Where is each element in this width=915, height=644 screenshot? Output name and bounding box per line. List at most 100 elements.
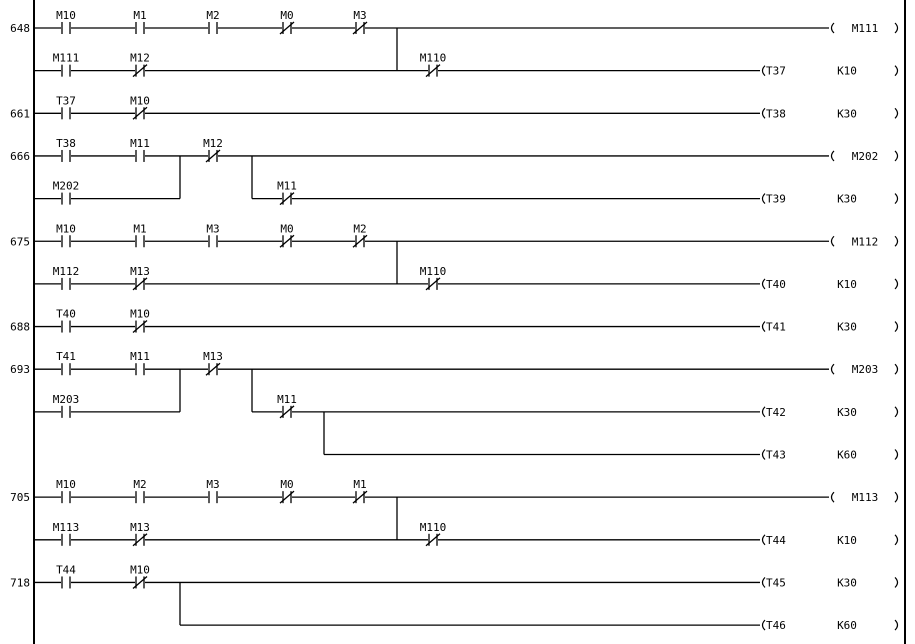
timer-preset: K30 — [837, 193, 857, 206]
output-coil-label: M111 — [852, 22, 879, 35]
timer-coil-label: T46 — [766, 619, 786, 632]
nc-slash — [132, 533, 148, 547]
nc-slash — [425, 533, 441, 547]
nc-slash — [205, 362, 221, 376]
nc-slash — [279, 405, 295, 419]
coil-close-bracket — [894, 449, 899, 460]
coil-close-bracket — [894, 321, 899, 332]
contact-label: M2 — [206, 9, 219, 22]
output-coil-label: M113 — [852, 491, 879, 504]
coil-open-bracket — [830, 235, 835, 247]
timer-open-bracket — [761, 65, 766, 77]
nc-slash — [425, 64, 441, 78]
timer-preset: K30 — [837, 107, 857, 120]
nc-slash — [279, 490, 295, 504]
contact-label: M1 — [133, 222, 146, 235]
timer-preset: K60 — [837, 449, 857, 462]
coil-close-bracket — [894, 363, 899, 375]
coil-open-bracket — [830, 22, 835, 34]
contact-label: M3 — [206, 478, 219, 491]
contact-label: T37 — [56, 94, 76, 107]
step-number: 666 — [10, 150, 30, 163]
timer-open-bracket — [761, 534, 766, 546]
nc-slash — [352, 234, 368, 248]
timer-coil-label: T38 — [766, 107, 786, 120]
contact-label: M0 — [280, 9, 293, 22]
contact-label: M0 — [280, 478, 293, 491]
contact-label: M0 — [280, 222, 293, 235]
nc-slash — [352, 490, 368, 504]
nc-slash — [205, 149, 221, 163]
timer-preset: K60 — [837, 619, 857, 632]
nc-slash — [279, 21, 295, 35]
step-number: 693 — [10, 363, 30, 376]
timer-coil-label: T41 — [766, 321, 786, 334]
step-number: 705 — [10, 491, 30, 504]
timer-open-bracket — [761, 193, 766, 205]
coil-close-bracket — [894, 577, 899, 588]
contact-label: M11 — [277, 393, 297, 406]
step-number: 675 — [10, 235, 30, 248]
nc-slash — [132, 320, 148, 334]
timer-open-bracket — [761, 449, 766, 460]
coil-close-bracket — [894, 107, 899, 119]
output-coil-label: M203 — [852, 363, 879, 376]
timer-coil-label: T40 — [766, 278, 786, 291]
coil-close-bracket — [894, 619, 899, 631]
timer-coil-label: T42 — [766, 406, 786, 419]
nc-slash — [279, 192, 295, 206]
output-coil-label: M202 — [852, 150, 879, 163]
timer-open-bracket — [761, 619, 766, 631]
nc-slash — [132, 106, 148, 120]
nc-slash — [352, 21, 368, 35]
contact-label: T40 — [56, 308, 76, 321]
coil-close-bracket — [894, 150, 899, 162]
contact-label: M113 — [53, 521, 80, 534]
contact-label: M110 — [420, 521, 447, 534]
timer-coil-label: T39 — [766, 193, 786, 206]
contact-label: M3 — [206, 222, 219, 235]
contact-label: M11 — [130, 137, 150, 150]
coil-close-bracket — [894, 235, 899, 247]
coil-open-bracket — [830, 150, 835, 162]
coil-open-bracket — [830, 363, 835, 375]
contact-label: M12 — [130, 52, 150, 65]
coil-close-bracket — [894, 65, 899, 77]
contact-label: M12 — [203, 137, 223, 150]
contact-label: M10 — [130, 94, 150, 107]
timer-open-bracket — [761, 107, 766, 119]
timer-preset: K30 — [837, 321, 857, 334]
timer-preset: K10 — [837, 278, 857, 291]
contact-label: T44 — [56, 563, 76, 576]
coil-close-bracket — [894, 534, 899, 546]
timer-coil-label: T44 — [766, 534, 786, 547]
timer-coil-label: T45 — [766, 576, 786, 589]
contact-label: M203 — [53, 393, 80, 406]
contact-label: M11 — [277, 180, 297, 193]
step-number: 648 — [10, 22, 30, 35]
contact-label: M1 — [353, 478, 366, 491]
contact-label: M112 — [53, 265, 80, 278]
nc-slash — [132, 64, 148, 78]
nc-slash — [132, 575, 148, 589]
coil-close-bracket — [894, 22, 899, 34]
timer-open-bracket — [761, 577, 766, 588]
coil-close-bracket — [894, 406, 899, 418]
timer-open-bracket — [761, 406, 766, 418]
nc-slash — [425, 277, 441, 291]
coil-close-bracket — [894, 491, 899, 503]
contact-label: M110 — [420, 265, 447, 278]
contact-label: M10 — [130, 563, 150, 576]
nc-slash — [132, 277, 148, 291]
timer-open-bracket — [761, 278, 766, 290]
contact-label: M10 — [56, 478, 76, 491]
contact-label: M10 — [130, 308, 150, 321]
step-number: 661 — [10, 107, 30, 120]
timer-preset: K10 — [837, 65, 857, 78]
timer-coil-label: T43 — [766, 449, 786, 462]
contact-label: M11 — [130, 350, 150, 363]
contact-label: M110 — [420, 52, 447, 65]
nc-slash — [279, 234, 295, 248]
contact-label: M202 — [53, 180, 80, 193]
